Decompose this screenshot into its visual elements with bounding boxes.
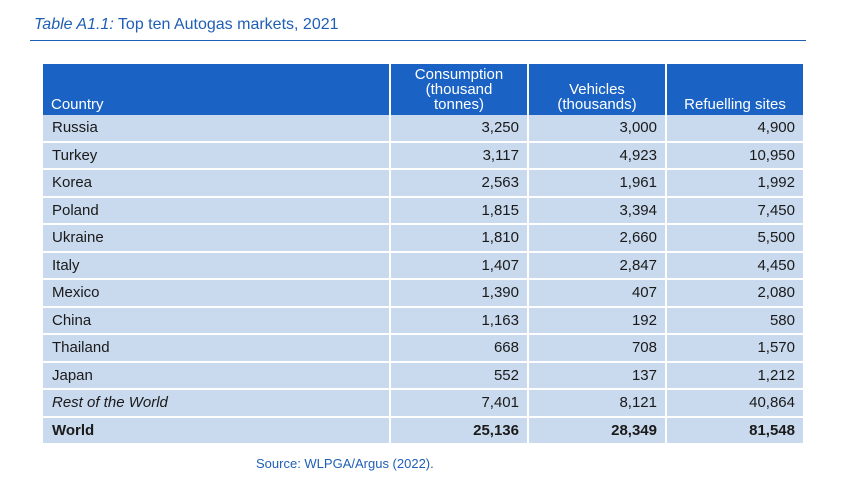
cell-consumption: 3,117 [390,141,529,170]
table-row: Poland 1,815 3,394 7,450 [43,196,803,225]
cell-vehicles: 3,394 [528,196,667,225]
cell-country: Turkey [43,141,391,170]
cell-vehicles: 407 [528,279,667,308]
cell-country: Korea [43,169,391,198]
header-consumption-line2: (thousand tonnes) [425,81,493,113]
header-vehicles-line2: (thousands) [557,96,637,113]
cell-consumption: 1,163 [390,306,529,335]
header-consumption: Consumption (thousand tonnes) [390,64,529,115]
cell-consumption: 25,136 [390,416,529,445]
caption-divider [30,40,806,41]
cell-sites: 2,080 [666,279,803,308]
table-caption: Table A1.1: Top ten Autogas markets, 202… [34,16,339,34]
cell-sites: 580 [666,306,803,335]
cell-sites: 1,570 [666,334,803,363]
table-row: China 1,163 192 580 [43,306,803,335]
cell-sites: 40,864 [666,389,803,418]
header-country: Country [43,64,391,115]
table-row: Mexico 1,390 407 2,080 [43,279,803,308]
cell-sites: 1,992 [666,169,803,198]
cell-vehicles: 28,349 [528,416,667,445]
table-row: Turkey 3,117 4,923 10,950 [43,141,803,170]
header-vehicles-line1: Vehicles [569,81,625,98]
cell-consumption: 3,250 [390,115,529,143]
cell-sites: 10,950 [666,141,803,170]
table-row-rest-of-world: Rest of the World 7,401 8,121 40,864 [43,389,803,418]
cell-vehicles: 137 [528,361,667,390]
cell-vehicles: 1,961 [528,169,667,198]
cell-consumption: 668 [390,334,529,363]
cell-consumption: 1,407 [390,251,529,280]
source-note: Source: WLPGA/Argus (2022). [256,456,434,471]
cell-sites: 5,500 [666,224,803,253]
cell-sites: 81,548 [666,416,803,445]
cell-consumption: 7,401 [390,389,529,418]
cell-country: Thailand [43,334,391,363]
cell-vehicles: 3,000 [528,115,667,143]
table-header-row: Country Consumption (thousand tonnes) Ve… [43,64,803,115]
cell-country: Poland [43,196,391,225]
table-caption-title: Top ten Autogas markets, 2021 [117,16,339,33]
cell-consumption: 552 [390,361,529,390]
autogas-markets-table: Country Consumption (thousand tonnes) Ve… [43,64,803,445]
cell-vehicles: 2,660 [528,224,667,253]
header-vehicles: Vehicles (thousands) [528,64,667,115]
cell-consumption: 1,390 [390,279,529,308]
header-refuelling-sites: Refuelling sites [666,64,803,115]
table-row: Korea 2,563 1,961 1,992 [43,169,803,198]
cell-country: Rest of the World [43,389,391,418]
cell-country: Mexico [43,279,391,308]
table-row: Thailand 668 708 1,570 [43,334,803,363]
cell-sites: 7,450 [666,196,803,225]
cell-vehicles: 4,923 [528,141,667,170]
header-consumption-line1: Consumption [414,66,504,83]
cell-country: China [43,306,391,335]
autogas-table-container: Country Consumption (thousand tonnes) Ve… [43,64,803,445]
cell-vehicles: 2,847 [528,251,667,280]
cell-country: Italy [43,251,391,280]
cell-sites: 4,450 [666,251,803,280]
cell-consumption: 2,563 [390,169,529,198]
cell-country: Ukraine [43,224,391,253]
cell-country: World [43,416,391,445]
cell-consumption: 1,810 [390,224,529,253]
cell-vehicles: 8,121 [528,389,667,418]
cell-country: Japan [43,361,391,390]
table-row: Russia 3,250 3,000 4,900 [43,115,803,143]
table-row-world-total: World 25,136 28,349 81,548 [43,416,803,445]
cell-sites: 4,900 [666,115,803,143]
table-row: Ukraine 1,810 2,660 5,500 [43,224,803,253]
table-caption-label: Table A1.1: [34,16,114,33]
cell-consumption: 1,815 [390,196,529,225]
cell-vehicles: 192 [528,306,667,335]
cell-vehicles: 708 [528,334,667,363]
table-row: Japan 552 137 1,212 [43,361,803,390]
table-row: Italy 1,407 2,847 4,450 [43,251,803,280]
cell-country: Russia [43,115,391,143]
cell-sites: 1,212 [666,361,803,390]
